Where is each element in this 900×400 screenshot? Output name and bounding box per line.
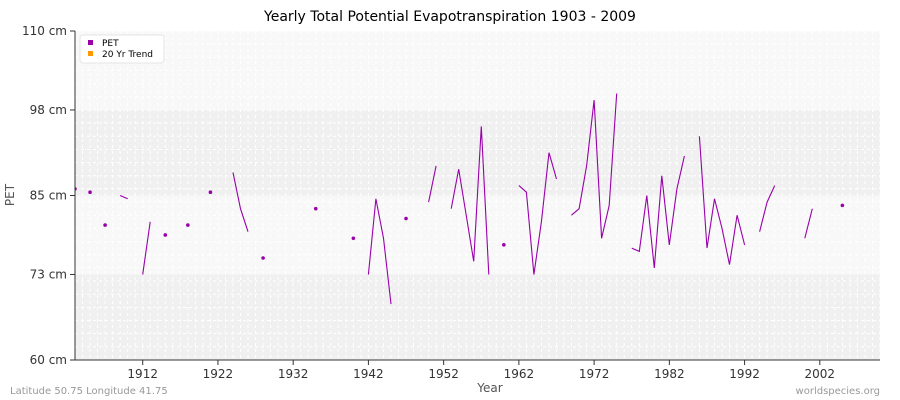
- legend-swatch-pet: [88, 40, 93, 45]
- legend-swatch-trend: [88, 51, 93, 56]
- legend: PET 20 Yr Trend: [79, 34, 165, 64]
- series-line-segment: [698, 136, 746, 265]
- data-point: [404, 216, 408, 221]
- x-tick-label: 1982: [654, 367, 685, 381]
- y-tick-label: 98 cm: [30, 103, 67, 117]
- data-point: [186, 223, 190, 227]
- plot-band: [75, 109, 880, 196]
- plot-band: [75, 274, 880, 360]
- axes: [70, 30, 880, 365]
- legend-label-pet: PET: [102, 39, 119, 49]
- y-tick-label: 110 cm: [22, 24, 67, 38]
- x-axis-title: Year: [476, 381, 502, 395]
- y-tick-label: 73 cm: [30, 267, 67, 281]
- x-tick-label: 2002: [805, 367, 836, 381]
- data-point: [261, 256, 265, 260]
- series-line-segment: [367, 198, 392, 305]
- x-tick-label: 1912: [127, 367, 158, 381]
- data-series: [75, 93, 845, 305]
- footer-location: Latitude 50.75 Longitude 41.75: [10, 386, 168, 397]
- x-tick-label: 1972: [579, 367, 610, 381]
- series-line-segment: [119, 194, 128, 200]
- y-tick-label: 60 cm: [30, 353, 67, 367]
- series-line-segment: [518, 152, 558, 275]
- plot-area: [75, 31, 880, 360]
- data-point: [313, 206, 318, 211]
- y-tick-label: 85 cm: [30, 189, 67, 203]
- data-point: [840, 203, 845, 208]
- data-point: [163, 233, 168, 237]
- series-line-segment: [232, 172, 249, 232]
- data-point: [88, 190, 92, 195]
- x-tick-label: 1922: [203, 367, 234, 381]
- data-point: [351, 236, 356, 241]
- x-tick-label: 1932: [278, 367, 309, 381]
- series-line-segment: [571, 93, 618, 239]
- data-point: [502, 243, 506, 247]
- x-tick-label: 1992: [729, 367, 760, 381]
- data-point: [103, 223, 107, 227]
- series-line-segment: [428, 165, 437, 203]
- legend-box: [79, 34, 165, 64]
- footer-source: worldspecies.org: [796, 386, 880, 397]
- series-line-segment: [450, 126, 490, 275]
- tick-labels: 60 cm 73 cm 85 cm 98 cm 110 cm 1912 1922 1932 19…: [22, 24, 835, 381]
- series-line-segment: [142, 221, 151, 275]
- y-axis-title: PET: [3, 183, 17, 206]
- x-tick-label: 1942: [353, 367, 384, 381]
- chart-title: Yearly Total Potential Evapotranspiratio…: [263, 9, 636, 25]
- series-line-segment: [759, 185, 776, 232]
- data-point: [208, 190, 213, 195]
- x-tick-label: 1962: [504, 367, 535, 381]
- series-line-segment: [631, 155, 685, 268]
- series-line-segment: [804, 208, 813, 239]
- x-tick-label: 1952: [428, 367, 459, 381]
- legend-label-trend: 20 Yr Trend: [102, 50, 153, 60]
